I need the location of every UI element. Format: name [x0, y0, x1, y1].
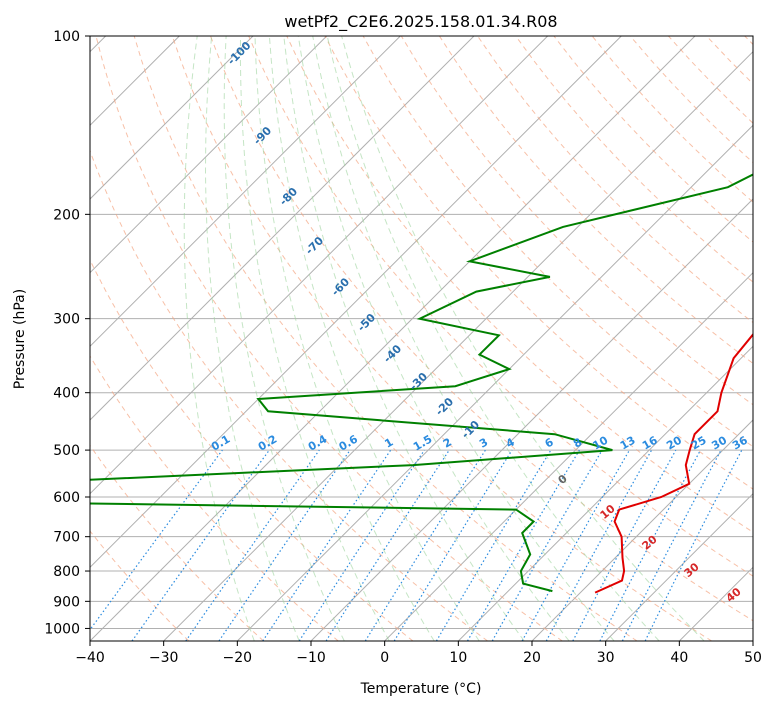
x-axis-label: Temperature (°C)	[360, 681, 482, 697]
x-tick-label: 0	[380, 650, 389, 666]
x-tick-label: 40	[670, 650, 688, 666]
moist-adiabat-line	[312, 36, 615, 641]
y-tick-label: 1000	[44, 621, 80, 637]
mixing-ratio-line	[218, 449, 351, 641]
x-tick-label: 20	[523, 650, 541, 666]
x-tick-label: 10	[449, 650, 467, 666]
moist-adiabat-line	[254, 36, 435, 641]
mixing-ratio-line	[185, 449, 320, 641]
moist-adiabat-line	[239, 36, 390, 641]
x-tick-label: 50	[744, 650, 762, 666]
y-tick-label: 700	[53, 530, 80, 546]
isotherm-line	[236, 124, 753, 641]
dry-adiabat-line	[90, 530, 190, 641]
mixing-ratio-line	[393, 449, 513, 641]
dry-adiabat-line	[95, 36, 563, 641]
y-tick-label: 200	[53, 207, 80, 223]
background-lines	[90, 36, 753, 641]
isotherm-line	[752, 640, 753, 641]
moist-adiabat-line	[268, 36, 480, 641]
x-tick-label: −30	[149, 650, 179, 666]
mixing-ratio-line	[572, 449, 677, 641]
moist-adiabat-line	[341, 36, 705, 641]
dry-adiabat-line	[438, 36, 753, 365]
isotherm-line	[384, 271, 753, 641]
moist-adiabat-line	[297, 36, 570, 641]
mixing-ratio-line	[644, 449, 743, 641]
isotherm-line	[90, 36, 622, 569]
plot-frame	[89, 35, 754, 642]
mixing-ratio-line	[298, 449, 425, 641]
mixing-ratio-line	[90, 449, 223, 631]
y-tick-label: 600	[53, 490, 80, 506]
x-axis: −40 −30 −20 −10 0 10 20 30 40 50	[75, 641, 762, 666]
mixing-ratio-line	[131, 449, 270, 641]
dry-adiabat-line	[90, 444, 264, 641]
mixing-ratio-line	[262, 449, 392, 641]
y-tick-label: 900	[53, 594, 80, 610]
moist-adiabat-line	[183, 36, 255, 641]
mixing-ratio-line	[325, 449, 450, 641]
dry-adiabat-line	[133, 36, 638, 641]
dry-adiabat-line	[90, 258, 414, 641]
y-tick-label: 500	[53, 443, 80, 459]
isotherm-line	[90, 36, 254, 200]
y-tick-label: 400	[53, 386, 80, 402]
mixing-ratio-line	[521, 449, 631, 641]
isotherm-line	[605, 492, 753, 641]
y-axis-label: Pressure (hPa)	[12, 289, 28, 389]
moist-adiabat-line	[204, 36, 300, 641]
isotherm-line	[90, 36, 696, 641]
isotherm-line	[90, 36, 475, 421]
dry-adiabat-line	[248, 36, 753, 577]
mixing-ratio-line	[545, 449, 653, 641]
isotherm-line	[90, 36, 549, 495]
dry-adiabat-line	[286, 36, 753, 533]
dry-adiabat-line	[90, 149, 488, 641]
isotherm-line	[457, 345, 753, 641]
isotherm-line	[163, 50, 753, 641]
x-tick-label: −10	[296, 650, 326, 666]
isotherm-line	[531, 419, 753, 641]
series-line-0	[594, 332, 753, 594]
y-tick-label: 800	[53, 564, 80, 580]
chart-title: wetPf2_C2E6.2025.158.01.34.R08	[284, 12, 557, 32]
x-tick-label: 30	[597, 650, 615, 666]
y-tick-label: 100	[53, 29, 80, 45]
dry-adiabat-line	[210, 36, 753, 622]
series-layer	[90, 173, 753, 594]
x-tick-label: −20	[223, 650, 253, 666]
y-axis: 100 200 300 400 500 600 700 800 900 1000	[44, 29, 90, 637]
dry-adiabat-line	[515, 36, 753, 283]
y-tick-label: 300	[53, 312, 80, 328]
isotherm-line	[90, 36, 401, 348]
isotherm-line	[90, 36, 328, 274]
x-tick-label: −40	[75, 650, 105, 666]
dry-adiabat-line	[400, 36, 753, 406]
dry-adiabat-line	[90, 355, 339, 641]
plot-area: -100-90-80-70-60-50-40-30-20-100.1 0.2 0.4…	[90, 36, 753, 641]
series-line-1	[90, 173, 753, 593]
